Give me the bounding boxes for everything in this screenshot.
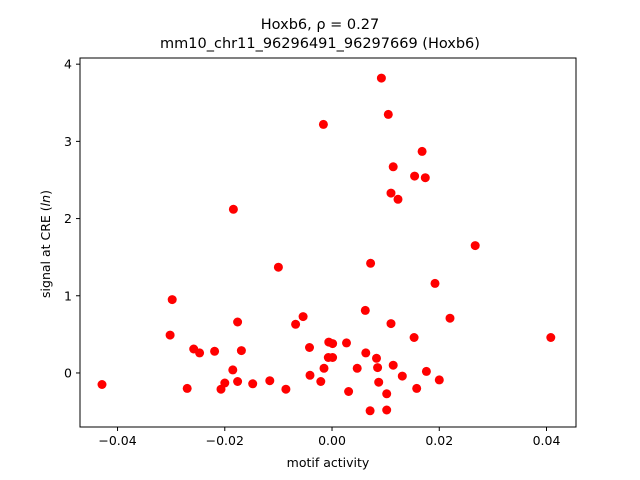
chart-title-line2: mm10_chr11_96296491_96297669 (Hoxb6) <box>160 36 480 52</box>
data-point <box>360 305 370 315</box>
y-axis-label: signal at CRE (ln) <box>38 190 53 298</box>
data-points <box>97 73 556 416</box>
data-point <box>97 380 107 389</box>
data-point <box>445 313 455 323</box>
data-point <box>233 317 243 327</box>
data-point <box>298 312 308 322</box>
data-point <box>417 146 427 156</box>
data-point <box>233 377 243 386</box>
data-point <box>328 339 338 349</box>
data-point <box>228 204 238 214</box>
x-axis-ticks: −0.04 −0.02 0.00 0.02 0.04 <box>98 427 560 448</box>
y-tick-label: 2 <box>64 211 72 226</box>
y-tick-label: 3 <box>64 134 72 149</box>
data-point <box>373 363 383 373</box>
data-point <box>305 343 314 352</box>
data-point <box>372 353 381 363</box>
data-point <box>318 119 328 129</box>
data-point <box>409 333 419 342</box>
data-point <box>281 384 291 394</box>
data-point <box>316 377 326 386</box>
data-point <box>342 338 351 348</box>
data-point <box>366 258 376 268</box>
data-point <box>328 353 338 362</box>
data-point <box>434 375 444 385</box>
x-tick-label: −0.04 <box>98 433 136 448</box>
data-point <box>167 295 177 305</box>
data-point <box>386 319 396 329</box>
data-point <box>210 346 220 356</box>
data-point <box>228 365 238 375</box>
data-point <box>305 370 315 380</box>
data-point <box>470 241 480 251</box>
data-point <box>376 73 386 83</box>
x-tick-label: 0.00 <box>318 433 346 448</box>
data-point <box>365 406 375 416</box>
data-point <box>382 405 392 415</box>
data-point <box>412 383 422 393</box>
data-point <box>388 360 398 370</box>
chart-title-line1: Hoxb6, ρ = 0.27 <box>261 17 379 33</box>
data-point <box>236 346 246 356</box>
x-axis-label: motif activity <box>287 455 370 470</box>
data-point <box>319 363 329 373</box>
data-point <box>344 387 354 396</box>
y-axis-ticks: 0 1 2 3 4 <box>64 57 80 380</box>
y-tick-label: 0 <box>64 365 72 380</box>
data-point <box>220 378 230 388</box>
data-point <box>546 333 556 342</box>
data-point <box>397 371 407 381</box>
y-tick-label: 4 <box>64 57 72 72</box>
data-point <box>410 171 420 181</box>
data-point <box>195 348 205 358</box>
data-point <box>421 366 431 376</box>
data-point <box>291 319 301 329</box>
data-point <box>265 376 275 386</box>
data-point <box>273 262 283 272</box>
data-point <box>383 109 393 119</box>
data-point <box>352 363 362 373</box>
y-tick-label: 1 <box>64 288 72 303</box>
plot-area-frame <box>79 57 577 428</box>
data-point <box>374 377 384 387</box>
data-point <box>361 348 371 358</box>
data-point <box>382 389 392 399</box>
data-point <box>182 383 192 393</box>
data-point <box>388 162 398 172</box>
data-point <box>248 379 258 389</box>
x-tick-label: −0.02 <box>206 433 244 448</box>
data-point <box>165 330 175 340</box>
x-tick-label: 0.02 <box>425 433 453 448</box>
x-tick-label: 0.04 <box>533 433 561 448</box>
data-point <box>420 173 430 183</box>
data-point <box>386 188 396 198</box>
data-point <box>430 278 440 288</box>
data-point <box>393 194 403 204</box>
